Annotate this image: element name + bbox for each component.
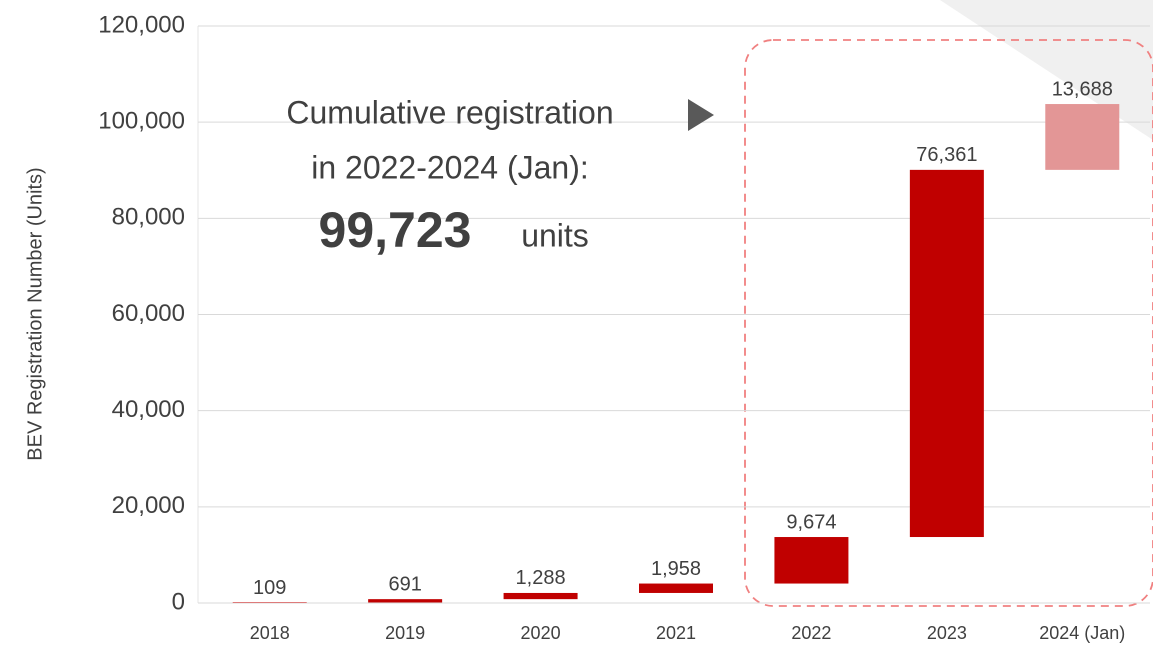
x-tick-label: 2021 (656, 623, 696, 643)
y-tick-label: 60,000 (112, 300, 185, 327)
bar (774, 537, 849, 584)
data-label: 1,958 (651, 558, 701, 580)
y-tick-label: 80,000 (112, 204, 185, 231)
bar (503, 592, 578, 600)
y-tick-label: 120,000 (98, 11, 185, 38)
x-tick-label: 2020 (521, 623, 561, 643)
data-label: 109 (253, 577, 286, 599)
x-tick-label: 2019 (385, 623, 425, 643)
annotation-number: 99,723 (319, 202, 472, 258)
bar (1045, 104, 1120, 170)
bar-layer (232, 104, 1120, 603)
data-label: 76,361 (916, 144, 977, 166)
bar (909, 169, 984, 538)
highlight-box (744, 39, 1153, 607)
x-tick-label: 2023 (927, 623, 967, 643)
y-tick-label: 100,000 (98, 108, 185, 135)
annotation-line: in 2022-2024 (Jan): (311, 149, 589, 185)
bar (368, 599, 443, 603)
bar (232, 602, 307, 603)
data-label: 9,674 (786, 511, 836, 533)
data-label: 13,688 (1052, 78, 1113, 100)
data-label: 1,288 (516, 567, 566, 589)
x-tick-label: 2024 (Jan) (1039, 623, 1125, 643)
x-tick-label: 2022 (791, 623, 831, 643)
grid-layer (198, 25, 1150, 604)
annotation-line: Cumulative registration (286, 94, 613, 130)
y-tick-label: 40,000 (112, 396, 185, 423)
y-axis-label: BEV Registration Number (Units) (24, 167, 46, 460)
y-tick-label: 0 (172, 588, 185, 615)
bar (639, 583, 713, 593)
y-tick-label: 20,000 (112, 492, 185, 519)
x-tick-label: 2018 (250, 623, 290, 643)
data-label: 691 (388, 573, 421, 595)
annotation-unit: units (521, 217, 589, 253)
annotation-arrow (688, 99, 714, 131)
